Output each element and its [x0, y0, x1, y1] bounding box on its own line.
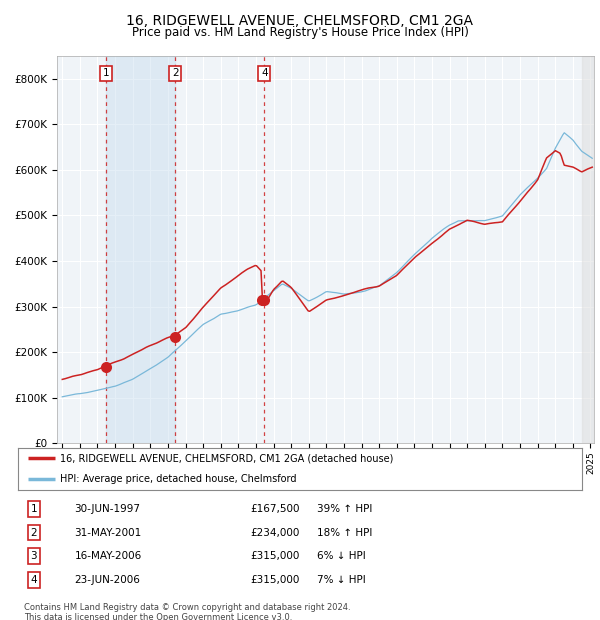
Text: £315,000: £315,000: [251, 575, 300, 585]
Text: £167,500: £167,500: [251, 503, 300, 513]
Text: £315,000: £315,000: [251, 551, 300, 561]
Text: 16-MAY-2006: 16-MAY-2006: [74, 551, 142, 561]
Text: 31-MAY-2001: 31-MAY-2001: [74, 528, 142, 538]
Text: 1: 1: [31, 503, 37, 513]
Text: 2: 2: [172, 68, 179, 78]
Text: 16, RIDGEWELL AVENUE, CHELMSFORD, CM1 2GA (detached house): 16, RIDGEWELL AVENUE, CHELMSFORD, CM1 2G…: [60, 453, 394, 463]
Text: 1: 1: [103, 68, 110, 78]
Text: 30-JUN-1997: 30-JUN-1997: [74, 503, 140, 513]
Text: Price paid vs. HM Land Registry's House Price Index (HPI): Price paid vs. HM Land Registry's House …: [131, 26, 469, 39]
Bar: [106, 56, 175, 443]
Text: 3: 3: [31, 551, 37, 561]
Text: 23-JUN-2006: 23-JUN-2006: [74, 575, 140, 585]
Text: 39% ↑ HPI: 39% ↑ HPI: [317, 503, 372, 513]
Text: Contains HM Land Registry data © Crown copyright and database right 2024.
This d: Contains HM Land Registry data © Crown c…: [24, 603, 350, 620]
Text: 7% ↓ HPI: 7% ↓ HPI: [317, 575, 365, 585]
Text: 2: 2: [31, 528, 37, 538]
Bar: [581, 56, 594, 443]
Text: 4: 4: [31, 575, 37, 585]
Text: HPI: Average price, detached house, Chelmsford: HPI: Average price, detached house, Chel…: [60, 474, 297, 484]
Text: 4: 4: [261, 68, 268, 78]
Text: 18% ↑ HPI: 18% ↑ HPI: [317, 528, 372, 538]
Text: £234,000: £234,000: [251, 528, 300, 538]
Text: 6% ↓ HPI: 6% ↓ HPI: [317, 551, 365, 561]
Text: 16, RIDGEWELL AVENUE, CHELMSFORD, CM1 2GA: 16, RIDGEWELL AVENUE, CHELMSFORD, CM1 2G…: [127, 14, 473, 28]
